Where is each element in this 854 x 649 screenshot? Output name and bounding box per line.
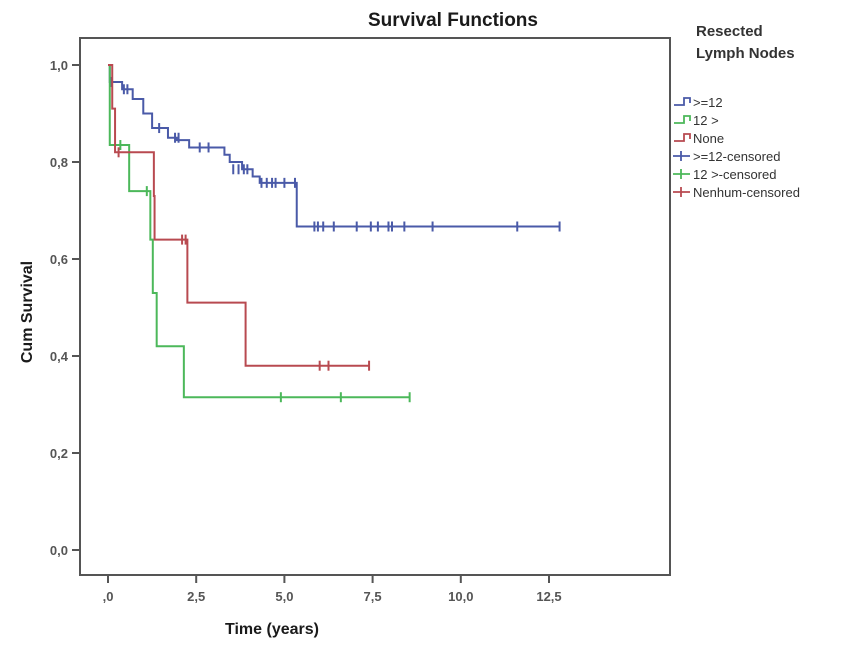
legend-label: 12 >-censored bbox=[693, 167, 776, 182]
legend-entries: >=12 12 > None >=12-censored 12 >-censored Ne… bbox=[673, 95, 800, 200]
x-tick-label: 5,0 bbox=[275, 589, 293, 604]
legend-entry: Nenhum-censored bbox=[673, 185, 800, 200]
legend-label: 12 > bbox=[693, 113, 719, 128]
legend-title-line-1: Resected bbox=[696, 23, 763, 40]
x-tick-label: 10,0 bbox=[448, 589, 473, 604]
x-tick-label: 2,5 bbox=[187, 589, 205, 604]
legend: Resected Lymph Nodes >=12 12 > None >=12-ce… bbox=[673, 23, 800, 200]
y-tick-label: 0,0 bbox=[50, 543, 68, 558]
x-tick-label: ,0 bbox=[103, 589, 114, 604]
legend-step-icon bbox=[674, 115, 691, 124]
y-tick-label: 0,4 bbox=[50, 349, 69, 364]
y-tick-label: 0,8 bbox=[50, 155, 68, 170]
y-tick-label: 0,6 bbox=[50, 252, 68, 267]
survival-step-line bbox=[108, 64, 370, 367]
y-axis-label: Cum Survival bbox=[19, 261, 36, 363]
series-layer bbox=[108, 64, 561, 403]
legend-label: >=12-censored bbox=[693, 149, 780, 164]
legend-label: Nenhum-censored bbox=[693, 185, 800, 200]
y-tick-label: 1,0 bbox=[50, 58, 68, 73]
survival-step-line bbox=[108, 64, 410, 399]
legend-entry: >=12 bbox=[674, 95, 723, 110]
y-tick-label: 0,2 bbox=[50, 446, 68, 461]
legend-title-line-2: Lymph Nodes bbox=[696, 45, 795, 62]
survival-step-line bbox=[108, 64, 560, 228]
x-tick-label: 12,5 bbox=[536, 589, 561, 604]
legend-entry: 12 >-censored bbox=[673, 167, 776, 182]
legend-entry: None bbox=[674, 131, 724, 146]
legend-label: None bbox=[693, 131, 724, 146]
series-1 bbox=[108, 64, 411, 403]
legend-entry: 12 > bbox=[674, 113, 719, 128]
legend-step-icon bbox=[674, 97, 691, 106]
series-2 bbox=[108, 64, 371, 371]
x-axis: ,0 2,5 5,0 7,5 10,0 12,5 bbox=[103, 575, 562, 604]
x-axis-label: Time (years) bbox=[225, 621, 319, 638]
plot-frame bbox=[79, 37, 671, 576]
y-axis: 0,0 0,2 0,4 0,6 0,8 1,0 bbox=[50, 58, 80, 558]
legend-entry: >=12-censored bbox=[673, 149, 780, 164]
legend-step-icon bbox=[674, 133, 691, 142]
legend-label: >=12 bbox=[693, 95, 723, 110]
chart-title: Survival Functions bbox=[368, 10, 538, 31]
x-tick-label: 7,5 bbox=[364, 589, 382, 604]
